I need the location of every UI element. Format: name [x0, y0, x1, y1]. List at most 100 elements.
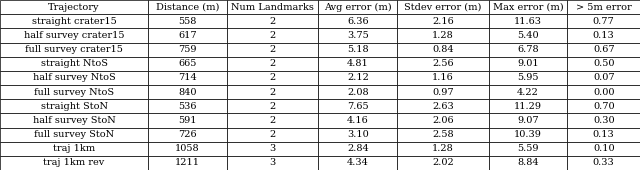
Text: 840: 840 — [179, 88, 197, 97]
Bar — [489, 42, 568, 57]
Text: Max error (m): Max error (m) — [493, 3, 563, 12]
Text: 2: 2 — [269, 73, 276, 82]
Text: half survey StoN: half survey StoN — [33, 116, 115, 125]
Bar — [148, 85, 227, 99]
Bar — [319, 113, 397, 128]
Text: 1.16: 1.16 — [432, 73, 454, 82]
Bar — [0, 142, 148, 156]
Text: 726: 726 — [179, 130, 197, 139]
Bar — [319, 28, 397, 42]
Bar — [227, 71, 319, 85]
Text: 2.12: 2.12 — [347, 73, 369, 82]
Bar — [489, 128, 568, 142]
Text: 617: 617 — [179, 31, 197, 40]
Text: 0.13: 0.13 — [593, 130, 614, 139]
Bar — [489, 57, 568, 71]
Bar — [397, 71, 489, 85]
Bar — [568, 113, 640, 128]
Bar — [148, 156, 227, 170]
Text: 4.34: 4.34 — [347, 158, 369, 167]
Bar — [148, 42, 227, 57]
Text: 1.28: 1.28 — [432, 144, 454, 153]
Text: straight StoN: straight StoN — [40, 102, 108, 111]
Text: 11.29: 11.29 — [514, 102, 542, 111]
Bar — [397, 113, 489, 128]
Bar — [489, 156, 568, 170]
Text: 0.13: 0.13 — [593, 31, 614, 40]
Bar — [568, 0, 640, 14]
Text: half survey crater15: half survey crater15 — [24, 31, 124, 40]
Bar — [227, 128, 319, 142]
Text: 759: 759 — [179, 45, 197, 54]
Bar — [568, 28, 640, 42]
Bar — [489, 71, 568, 85]
Text: Stdev error (m): Stdev error (m) — [404, 3, 482, 12]
Bar — [148, 28, 227, 42]
Bar — [568, 142, 640, 156]
Bar — [319, 142, 397, 156]
Bar — [319, 128, 397, 142]
Bar — [319, 42, 397, 57]
Bar — [319, 156, 397, 170]
Bar — [319, 0, 397, 14]
Bar — [397, 156, 489, 170]
Text: 2.84: 2.84 — [347, 144, 369, 153]
Bar — [0, 42, 148, 57]
Bar — [568, 156, 640, 170]
Text: 1058: 1058 — [175, 144, 200, 153]
Bar — [0, 71, 148, 85]
Bar — [397, 85, 489, 99]
Bar — [148, 57, 227, 71]
Text: 3.75: 3.75 — [347, 31, 369, 40]
Bar — [568, 99, 640, 113]
Bar — [397, 57, 489, 71]
Bar — [397, 128, 489, 142]
Text: 2.63: 2.63 — [432, 102, 454, 111]
Text: 591: 591 — [179, 116, 197, 125]
Text: 2: 2 — [269, 102, 276, 111]
Text: full survey crater15: full survey crater15 — [25, 45, 123, 54]
Bar — [148, 142, 227, 156]
Text: 3: 3 — [269, 144, 276, 153]
Text: 5.95: 5.95 — [517, 73, 539, 82]
Text: 10.39: 10.39 — [514, 130, 542, 139]
Bar — [489, 85, 568, 99]
Bar — [489, 99, 568, 113]
Bar — [227, 142, 319, 156]
Bar — [227, 28, 319, 42]
Bar — [319, 71, 397, 85]
Text: 5.40: 5.40 — [517, 31, 539, 40]
Bar — [227, 14, 319, 28]
Text: 536: 536 — [179, 102, 197, 111]
Text: 2.06: 2.06 — [432, 116, 454, 125]
Text: 5.18: 5.18 — [347, 45, 369, 54]
Bar — [489, 142, 568, 156]
Bar — [148, 0, 227, 14]
Bar — [227, 0, 319, 14]
Bar — [148, 113, 227, 128]
Bar — [397, 0, 489, 14]
Text: 714: 714 — [178, 73, 197, 82]
Bar — [319, 14, 397, 28]
Bar — [489, 113, 568, 128]
Bar — [319, 85, 397, 99]
Text: 4.16: 4.16 — [347, 116, 369, 125]
Text: 9.07: 9.07 — [517, 116, 539, 125]
Text: Trajectory: Trajectory — [49, 3, 100, 12]
Text: traj 1km rev: traj 1km rev — [44, 158, 105, 167]
Text: traj 1km: traj 1km — [53, 144, 95, 153]
Text: full survey NtoS: full survey NtoS — [34, 88, 114, 97]
Text: 0.10: 0.10 — [593, 144, 614, 153]
Text: 0.07: 0.07 — [593, 73, 614, 82]
Text: 2: 2 — [269, 116, 276, 125]
Text: 0.33: 0.33 — [593, 158, 614, 167]
Text: Avg error (m): Avg error (m) — [324, 3, 392, 12]
Bar — [0, 28, 148, 42]
Bar — [0, 156, 148, 170]
Bar — [568, 42, 640, 57]
Bar — [319, 99, 397, 113]
Text: Num Landmarks: Num Landmarks — [231, 3, 314, 12]
Bar — [148, 99, 227, 113]
Text: half survey NtoS: half survey NtoS — [33, 73, 115, 82]
Text: straight NtoS: straight NtoS — [40, 59, 108, 68]
